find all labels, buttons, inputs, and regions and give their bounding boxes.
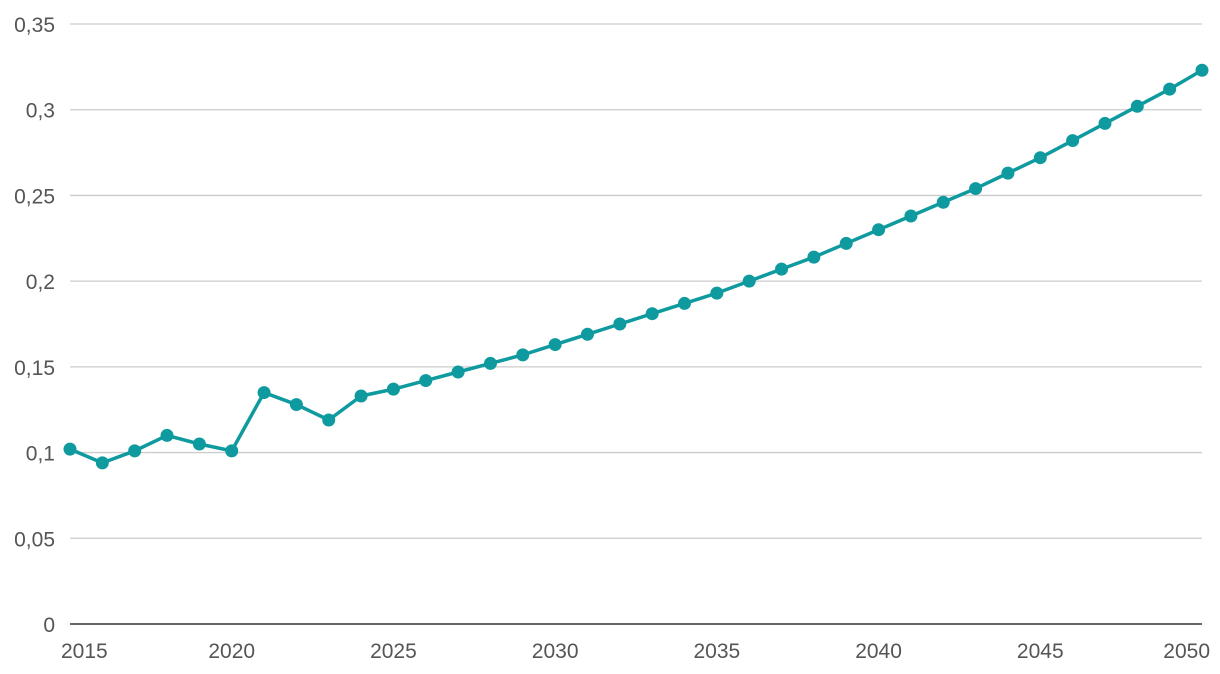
data-point xyxy=(775,262,789,276)
x-tick-label: 2030 xyxy=(532,640,579,663)
y-tick-label: 0,2 xyxy=(26,271,55,294)
data-point xyxy=(645,307,659,321)
data-points xyxy=(63,63,1209,470)
data-point xyxy=(225,444,239,458)
data-point xyxy=(936,195,950,209)
data-point xyxy=(419,374,433,388)
data-point xyxy=(839,236,853,250)
y-tick-label: 0,25 xyxy=(14,185,55,208)
data-point xyxy=(160,428,174,442)
data-point xyxy=(451,365,465,379)
data-point xyxy=(807,250,821,264)
x-tick-label: 2035 xyxy=(693,640,740,663)
data-point xyxy=(289,398,303,412)
y-tick-label: 0,3 xyxy=(26,100,55,123)
data-point xyxy=(1066,134,1080,148)
data-point xyxy=(386,382,400,396)
x-tick-label: 2040 xyxy=(855,640,902,663)
data-point xyxy=(613,317,627,331)
data-point xyxy=(516,348,530,362)
data-point xyxy=(548,338,562,352)
gridlines xyxy=(70,23,1202,625)
y-tick-label: 0,35 xyxy=(14,14,55,37)
data-point xyxy=(257,386,271,400)
data-point xyxy=(969,182,983,196)
y-tick-label: 0,1 xyxy=(26,443,55,466)
data-point xyxy=(354,389,368,403)
data-point xyxy=(483,356,497,370)
data-point xyxy=(1195,63,1209,77)
data-point xyxy=(1130,99,1144,113)
x-axis-tick-labels: 2015 2020 2025 2030 2035 2040 2045 2050 xyxy=(61,640,1210,663)
y-tick-label: 0,05 xyxy=(14,528,55,551)
series-line xyxy=(68,68,1204,465)
y-tick-label: 0 xyxy=(43,614,55,637)
y-axis-tick-labels: 0 0,05 0,1 0,15 0,2 0,25 0,3 0,35 xyxy=(14,14,55,637)
data-point xyxy=(678,296,692,310)
series-group xyxy=(68,68,1204,465)
data-point xyxy=(904,209,918,223)
x-tick-label: 2020 xyxy=(208,640,255,663)
data-point xyxy=(872,223,886,237)
data-point xyxy=(128,444,142,458)
data-point xyxy=(95,456,109,470)
x-tick-label: 2050 xyxy=(1163,640,1210,663)
data-point xyxy=(192,437,206,451)
data-point xyxy=(1033,151,1047,165)
data-point xyxy=(742,274,756,288)
data-point xyxy=(63,442,77,456)
x-tick-label: 2045 xyxy=(1017,640,1064,663)
data-point xyxy=(322,413,336,427)
x-tick-label: 2015 xyxy=(61,640,108,663)
data-point xyxy=(1001,166,1015,180)
y-tick-label: 0,15 xyxy=(14,357,55,380)
data-point xyxy=(710,286,724,300)
data-point xyxy=(580,327,594,341)
x-tick-label: 2025 xyxy=(370,640,417,663)
data-point xyxy=(1163,82,1177,96)
data-point xyxy=(1098,116,1112,130)
